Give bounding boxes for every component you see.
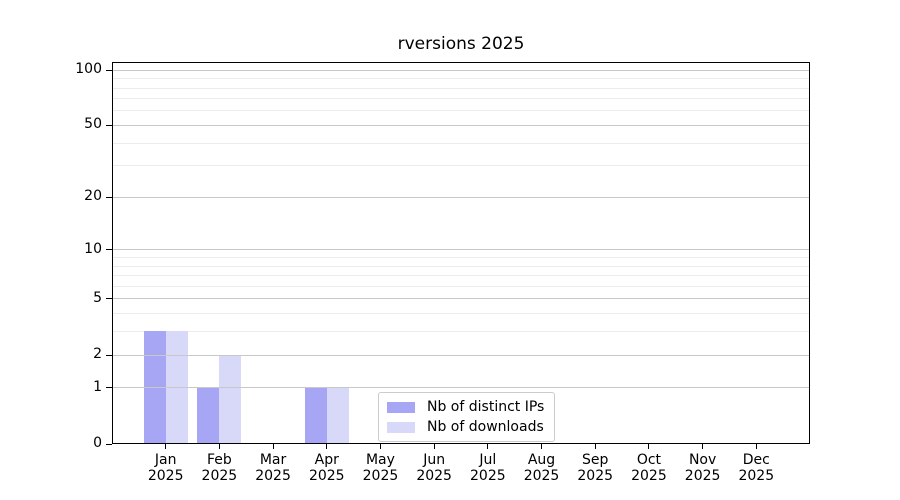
x-tick-label: Aug 2025 [510, 452, 574, 485]
x-tick-month: Sep [582, 451, 609, 468]
legend-swatch-distinct-ips [387, 401, 415, 413]
bar-downloads-feb [219, 354, 242, 444]
y-tick-label: 50 [84, 116, 102, 133]
x-tick-year: 2025 [684, 468, 721, 484]
x-tick-label: Jun 2025 [402, 452, 466, 485]
bar-distinct-ips-apr [304, 387, 327, 444]
y-tick-label: 1 [93, 378, 102, 395]
x-tick-label: Jan 2025 [134, 452, 198, 485]
x-tick [702, 443, 704, 449]
y-gridline-minor [113, 256, 809, 258]
x-tick-year: 2025 [308, 468, 345, 484]
y-gridline-minor [113, 87, 809, 89]
y-tick-label: 5 [93, 289, 102, 306]
x-tick-month: Aug [527, 451, 556, 468]
x-tick-year: 2025 [523, 468, 560, 484]
x-tick-year: 2025 [201, 468, 238, 484]
x-tick-month: May [365, 451, 395, 468]
x-tick [648, 443, 650, 449]
x-tick-month: Dec [742, 451, 770, 468]
plot-spines [112, 62, 810, 444]
x-tick-month: Mar [259, 451, 287, 468]
legend-label-distinct-ips: Nb of distinct IPs [427, 399, 545, 415]
y-gridline-minor [113, 142, 809, 144]
bar-distinct-ips-jan [143, 331, 166, 444]
y-gridline-minor [113, 110, 809, 112]
y-tick [106, 124, 112, 126]
legend-entry-distinct-ips: Nb of distinct IPs [387, 399, 544, 415]
x-tick [487, 443, 489, 449]
bar-distinct-ips-feb [197, 387, 220, 444]
y-gridline-minor [113, 275, 809, 277]
y-gridline-minor [113, 265, 809, 267]
x-tick-year: 2025 [362, 468, 399, 484]
x-tick-label: Feb 2025 [187, 452, 251, 485]
x-tick-label: May 2025 [348, 452, 412, 485]
y-gridline-minor [113, 165, 809, 167]
bar-downloads-jan [165, 331, 188, 444]
x-tick-label: Nov 2025 [671, 452, 735, 485]
x-tick-month: Oct [636, 451, 662, 468]
x-tick-month: Jul [479, 451, 497, 468]
x-tick-month: Jan [154, 451, 177, 468]
y-gridline-minor [113, 78, 809, 80]
x-tick-month: Jun [423, 451, 446, 468]
bar-downloads-apr [326, 387, 349, 444]
x-tick-label: Jul 2025 [456, 452, 520, 485]
x-tick [433, 443, 435, 449]
legend-entry-downloads: Nb of downloads [387, 419, 544, 435]
x-tick-year: 2025 [631, 468, 667, 484]
y-gridline-major [113, 196, 809, 198]
y-tick [106, 69, 112, 71]
y-gridline-minor [113, 98, 809, 100]
x-tick [272, 443, 274, 449]
y-gridline-minor [113, 285, 809, 287]
y-tick [106, 298, 112, 300]
chart-title: rversions 2025 [397, 34, 525, 54]
y-tick-label: 0 [93, 435, 102, 451]
y-tick [106, 249, 112, 251]
y-tick-label: 10 [84, 240, 102, 257]
x-tick-year: 2025 [416, 468, 452, 484]
x-tick [541, 443, 543, 449]
y-gridline-major [113, 387, 809, 389]
x-tick [755, 443, 757, 449]
x-tick-year: 2025 [577, 468, 614, 484]
x-tick-year: 2025 [470, 468, 506, 484]
x-tick-label: Apr 2025 [295, 452, 359, 485]
x-tick-label: Sep 2025 [563, 452, 627, 485]
x-tick-month: Feb [206, 451, 232, 468]
y-tick-label: 20 [84, 188, 102, 205]
x-tick-year: 2025 [738, 468, 775, 484]
x-tick-year: 2025 [147, 468, 184, 484]
y-tick-label: 2 [93, 346, 102, 362]
x-tick-month: Nov [688, 451, 717, 468]
x-tick-month: Apr [314, 451, 339, 468]
x-tick [379, 443, 381, 449]
y-gridline-major [113, 69, 809, 71]
legend-label-downloads: Nb of downloads [427, 419, 544, 435]
x-tick-label: Mar 2025 [241, 452, 305, 485]
y-gridline-major [113, 298, 809, 300]
y-gridline-minor [113, 331, 809, 333]
y-gridline-major [113, 354, 809, 356]
y-gridline-major [113, 124, 809, 126]
y-gridline-minor [113, 313, 809, 315]
x-tick [165, 443, 167, 449]
y-tick [106, 354, 112, 356]
y-tick-label: 100 [75, 61, 102, 78]
y-tick [106, 443, 112, 445]
x-tick [218, 443, 220, 449]
y-tick [106, 196, 112, 198]
y-gridline-major [113, 249, 809, 251]
x-tick-label: Oct 2025 [617, 452, 681, 485]
legend-swatch-downloads [387, 421, 415, 433]
x-tick-year: 2025 [255, 468, 291, 484]
y-tick [106, 387, 112, 389]
x-tick-label: Dec 2025 [724, 452, 788, 485]
x-tick [594, 443, 596, 449]
legend: Nb of distinct IPs Nb of downloads [378, 392, 556, 442]
x-tick [326, 443, 328, 449]
